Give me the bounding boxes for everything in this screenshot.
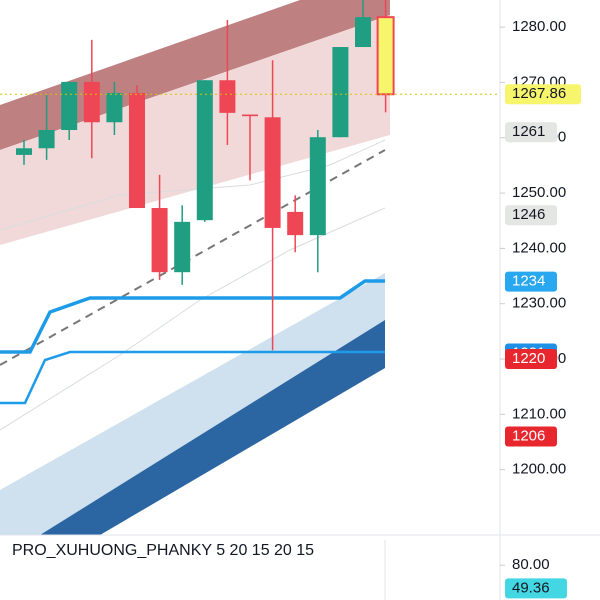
y-tick-label: 1230.00 xyxy=(512,295,566,312)
y-tick-label: 1200.00 xyxy=(512,461,566,478)
price-tag xyxy=(505,349,557,370)
candle-body xyxy=(129,92,145,209)
candle-body xyxy=(355,17,371,48)
support-line xyxy=(0,350,385,405)
candle-body xyxy=(106,92,123,123)
candle-body xyxy=(61,81,78,131)
candle-body xyxy=(219,80,236,113)
lower-channel xyxy=(40,320,385,535)
candle-body xyxy=(242,114,258,117)
price-tag-label: 49.36 xyxy=(512,579,550,596)
candle-body xyxy=(196,80,213,221)
price-tag xyxy=(505,205,557,226)
y-tick-label: 1280.00 xyxy=(512,18,566,35)
price-tag xyxy=(505,84,581,105)
price-tag xyxy=(505,122,557,143)
price-tag-label: 1246 xyxy=(512,206,545,223)
price-tag-label: 1220 xyxy=(512,350,545,367)
upper-channel-light xyxy=(0,15,390,245)
y-tick-label: 1250.00 xyxy=(512,184,566,201)
candle-body xyxy=(83,81,100,123)
candle-body xyxy=(287,211,304,236)
candle-body xyxy=(264,117,281,228)
candle-body xyxy=(174,221,191,273)
indicator-title: PRO_XUHUONG_PHANKY 5 20 15 20 15 xyxy=(12,542,314,559)
y-tick-label: 1240.00 xyxy=(512,239,566,256)
price-tag xyxy=(505,426,557,447)
price-tag xyxy=(505,578,567,599)
support-line xyxy=(0,279,385,354)
candle-body xyxy=(38,130,55,149)
candle-body xyxy=(376,16,395,96)
price-tag-label: 1206 xyxy=(512,427,545,444)
candle-body xyxy=(16,148,32,155)
candle-body xyxy=(309,137,326,236)
price-tag-label: 1234 xyxy=(512,273,545,290)
price-tag xyxy=(505,271,557,292)
envelope-line xyxy=(0,139,386,231)
y-tick-label: 1210.00 xyxy=(512,405,566,422)
overlays xyxy=(0,0,390,535)
y-tick-label: 80.00 xyxy=(512,556,550,573)
candle-body xyxy=(332,47,349,138)
envelope-line xyxy=(0,207,386,431)
lower-channel-light xyxy=(0,273,385,535)
candle-body xyxy=(151,208,168,273)
price-tag-label: 1267.86 xyxy=(512,85,566,102)
price-tag-label: 1261 xyxy=(512,123,545,140)
